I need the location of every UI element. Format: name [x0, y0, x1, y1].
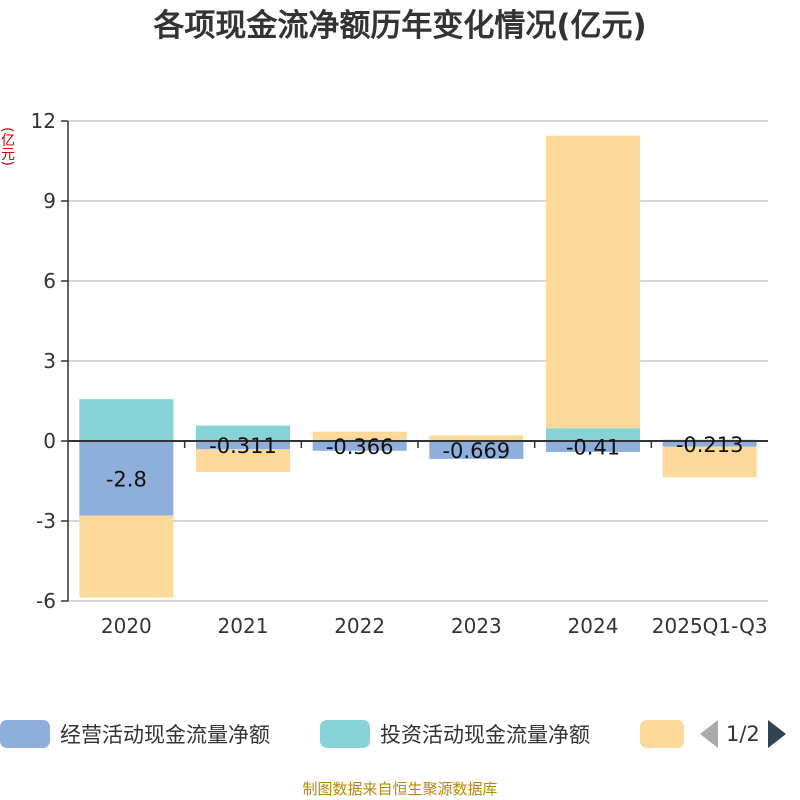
grid-lines — [68, 120, 768, 602]
bar-segment-s2-2023 — [429, 435, 524, 441]
bar-segment-s0-2024 — [546, 441, 640, 452]
legend-swatch — [0, 720, 50, 748]
y-tick-label: 6 — [43, 269, 56, 293]
data-label: -0.213 — [676, 433, 744, 457]
legend-swatch — [320, 720, 370, 748]
bar-segment-s0-2021 — [196, 441, 290, 450]
bar-segment-s0-2022 — [312, 441, 407, 451]
y-tick-label: 9 — [43, 189, 56, 213]
x-tick-label: 2023 — [451, 614, 502, 638]
bar-segment-s1-2020 — [79, 399, 174, 441]
x-tick-label: 2022 — [334, 614, 385, 638]
bar-segment-s2-2020 — [79, 515, 174, 598]
data-label: -0.669 — [442, 439, 510, 463]
legend-pager: 1/2 — [700, 716, 786, 752]
bar-segment-s0-2025Q1-Q3 — [662, 441, 757, 447]
legend-item-investing[interactable]: 投资活动现金流量净额 — [320, 716, 590, 752]
legend-label: 投资活动现金流量净额 — [380, 723, 590, 747]
y-tick-label: 0 — [43, 429, 56, 453]
bar-segment-s2-2021 — [196, 449, 290, 472]
x-tick-label: 2025Q1-Q3 — [652, 614, 768, 638]
next-page-icon[interactable] — [767, 720, 786, 748]
bar-segment-s2-2025Q1-Q3 — [662, 446, 757, 478]
x-tick-label: 2021 — [218, 614, 269, 638]
data-source: 制图数据来自恒生聚源数据库 — [302, 780, 498, 798]
legend: 经营活动现金流量净额 投资活动现金流量净额 — [0, 716, 800, 752]
chart-title: 各项现金流净额历年变化情况(亿元) — [153, 8, 647, 44]
bar-segment-s0-2020 — [79, 441, 174, 516]
y-tick-label: -3 — [36, 509, 56, 533]
x-tick-label: 2020 — [101, 614, 152, 638]
x-tick-label: 2024 — [568, 614, 619, 638]
legend-swatch — [640, 720, 684, 748]
data-label: -0.311 — [209, 434, 277, 458]
legend-item-operating[interactable]: 经营活动现金流量净额 — [0, 716, 270, 752]
bar-segment-s1-2021 — [196, 425, 290, 441]
data-label: -2.8 — [106, 467, 147, 491]
legend-item-financing[interactable] — [640, 716, 684, 752]
bars — [79, 135, 757, 598]
data-label: -0.366 — [326, 435, 394, 459]
data-label: -0.41 — [566, 435, 620, 459]
legend-page-indicator: 1/2 — [726, 722, 760, 746]
data-labels: -2.8 -0.311 -0.366 -0.669 -0.41 -0.213 — [106, 433, 744, 491]
legend-label: 经营活动现金流量净额 — [60, 723, 270, 747]
bar-segment-s2-2024 — [546, 135, 640, 429]
bar-segment-s1-2024 — [546, 428, 640, 441]
y-tick-label: -6 — [36, 589, 56, 613]
y-axis-unit: (亿元) — [0, 126, 15, 166]
axes: 12 9 6 3 0 -3 -6 2020 2021 2022 2023 2024 2025Q1-Q3 — [31, 109, 768, 638]
bar-segment-s2-2022 — [312, 431, 407, 440]
y-tick-label: 12 — [31, 109, 56, 133]
y-tick-label: 3 — [43, 349, 56, 373]
previous-page-icon[interactable] — [700, 720, 718, 748]
bar-segment-s0-2023 — [429, 441, 524, 459]
